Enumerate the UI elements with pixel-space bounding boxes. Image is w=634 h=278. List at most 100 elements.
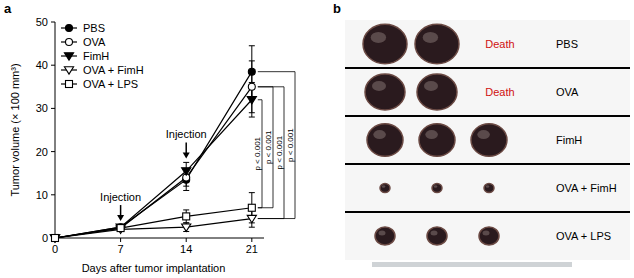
error-cap	[249, 45, 255, 46]
error-cap	[249, 192, 255, 193]
error-cap	[249, 60, 255, 61]
legend-label: OVA + LPS	[83, 78, 138, 90]
row-separator	[345, 67, 630, 69]
data-point	[50, 235, 59, 242]
tumor-photo	[365, 74, 405, 110]
data-point	[247, 97, 256, 104]
data-point	[50, 235, 59, 242]
tumor-photo	[479, 227, 499, 245]
p-value: p < 0.001	[286, 128, 295, 162]
data-point	[182, 224, 191, 231]
data-point	[52, 235, 59, 242]
row-separator	[345, 115, 630, 117]
data-point	[248, 68, 255, 75]
tumor-photo	[419, 124, 455, 156]
figure: ab01020304050071421Days after tumor impl…	[0, 0, 634, 278]
tumor-photo	[363, 24, 407, 64]
tumor-photo	[417, 74, 457, 110]
series-line	[55, 208, 252, 238]
row-note: Death	[485, 38, 514, 50]
row-label: OVA + LPS	[556, 230, 611, 242]
legend-marker	[66, 25, 73, 32]
row-separator	[345, 211, 630, 213]
comparison-bracket	[258, 72, 295, 219]
comparison-bracket	[258, 87, 284, 219]
p-value: p < 0.001	[264, 130, 273, 164]
legend-marker	[66, 39, 73, 46]
row-separator	[345, 163, 630, 165]
row-label: OVA + FimH	[556, 182, 617, 194]
error-bar	[183, 210, 189, 223]
tumor-photo	[375, 227, 395, 245]
arrow-head	[117, 215, 124, 221]
data-point	[183, 213, 190, 220]
x-tick	[120, 238, 121, 242]
error-cap	[183, 162, 189, 163]
y-tick-label: 20	[36, 146, 48, 158]
tumor-photo	[367, 124, 403, 156]
y-tick	[51, 151, 55, 152]
tumor-highlight	[372, 81, 386, 91]
annotation: Injection	[100, 191, 141, 203]
y-tick-label: 30	[36, 102, 48, 114]
x-tick-label: 21	[246, 243, 258, 255]
y-axis	[55, 22, 56, 238]
annotation: Injection	[166, 128, 207, 140]
series-line	[55, 219, 252, 238]
data-point	[117, 224, 124, 231]
tumor-photo	[432, 184, 442, 193]
data-point	[117, 225, 124, 232]
row-label: OVA	[556, 86, 579, 98]
p-value: p < 0.001	[253, 136, 262, 170]
tumor-highlight	[423, 32, 438, 43]
x-tick	[251, 238, 252, 242]
x-tick-label: 7	[118, 243, 124, 255]
y-tick	[51, 65, 55, 66]
y-tick	[51, 108, 55, 109]
error-cap	[183, 190, 189, 191]
error-cap	[183, 222, 189, 223]
tumor-highlight	[483, 231, 490, 236]
row-label: FimH	[556, 134, 582, 146]
error-cap	[249, 117, 255, 118]
legend-label: PBS	[83, 22, 105, 34]
tumor-photo	[427, 227, 447, 245]
tumor-highlight	[382, 185, 386, 188]
tumor-highlight	[379, 231, 386, 236]
tumor-highlight	[486, 185, 490, 188]
y-tick-label: 10	[36, 189, 48, 201]
p-value: p < 0.001	[275, 135, 284, 169]
x-axis	[55, 238, 264, 239]
comparison-bracket	[258, 87, 273, 208]
scale-ruler	[372, 262, 572, 267]
legend-label: OVA	[83, 36, 106, 48]
tumor-highlight	[434, 185, 438, 188]
tumor-photo	[484, 184, 494, 193]
x-tick	[186, 238, 187, 242]
photo-background	[345, 20, 630, 260]
y-axis-label: Tumor volume (× 100 mm³)	[9, 63, 21, 196]
row-label: PBS	[556, 38, 578, 50]
legend-marker	[64, 53, 73, 60]
data-point	[117, 225, 124, 232]
error-bar	[249, 46, 255, 98]
legend-label: OVA + FimH	[83, 64, 144, 76]
y-tick-label: 0	[42, 232, 48, 244]
data-point	[248, 204, 255, 211]
tumor-highlight	[424, 81, 438, 91]
series-line	[55, 72, 252, 238]
tumor-highlight	[373, 130, 386, 139]
data-point	[52, 235, 59, 242]
data-point	[247, 215, 256, 222]
y-tick	[51, 22, 55, 23]
error-cap	[183, 209, 189, 210]
row-note: Death	[485, 86, 514, 98]
plot-data	[50, 46, 256, 242]
legend-marker	[66, 81, 73, 88]
series-line	[55, 100, 252, 238]
data-point	[52, 235, 59, 242]
tumor-photo	[415, 24, 459, 64]
legend-marker	[64, 67, 73, 74]
x-axis-label: Days after tumor implantation	[82, 262, 226, 274]
panel-label: b	[333, 1, 341, 16]
